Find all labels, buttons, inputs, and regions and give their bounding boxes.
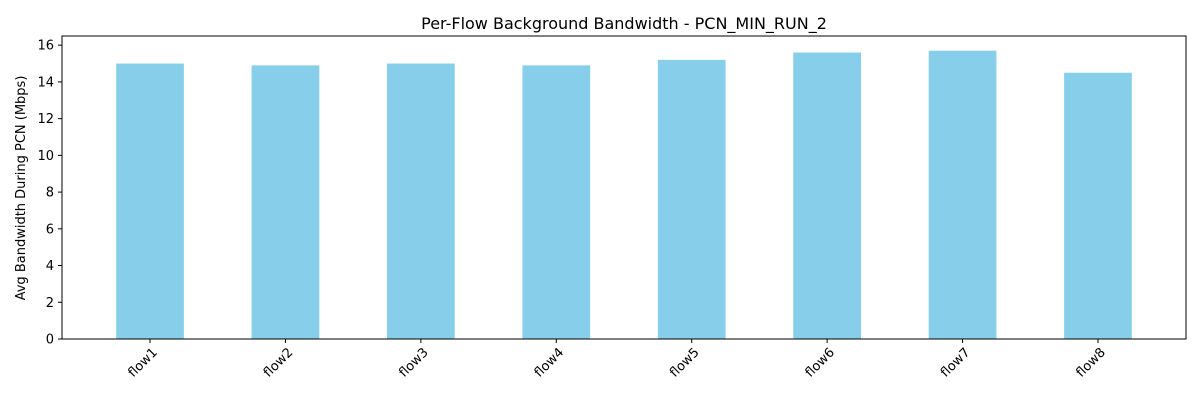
- x-tick-label: flow7: [938, 345, 973, 380]
- x-tick-label: flow8: [1073, 345, 1108, 380]
- x-tick-label: flow4: [532, 345, 567, 380]
- y-tick-label: 2: [46, 296, 54, 311]
- bar-flow6: [793, 52, 861, 339]
- x-tick-label: flow5: [667, 345, 702, 380]
- bar-flow2: [251, 65, 320, 339]
- y-axis-label: Avg Bandwidth During PCN (Mbps): [14, 76, 29, 301]
- y-tick-label: 8: [46, 186, 54, 201]
- bar-flow8: [1064, 72, 1132, 339]
- bar-flow5: [657, 59, 726, 340]
- x-tick-label: flow1: [125, 345, 160, 380]
- bar-flow4: [522, 65, 591, 339]
- x-tick-label: flow6: [803, 345, 838, 380]
- y-tick-label: 4: [46, 259, 54, 274]
- y-tick-label: 12: [37, 112, 54, 127]
- x-ticks-group: flow1 flow2 flow3 flow4 flow5 flow6 flow7 flow8: [125, 339, 1109, 381]
- y-tick-label: 16: [37, 39, 54, 54]
- plot-frame: [61, 35, 1187, 340]
- y-tick-label: 10: [37, 149, 54, 164]
- chart-title: Per-Flow Background Bandwidth - PCN_MIN_…: [421, 14, 827, 34]
- y-tick-label: 14: [37, 75, 54, 90]
- x-tick-label: flow3: [396, 345, 431, 380]
- y-tick-label: 0: [46, 333, 54, 348]
- bar-flow1: [116, 63, 184, 340]
- x-tick-label: flow2: [261, 345, 296, 380]
- bars-group: [116, 50, 1132, 340]
- bar-flow7: [928, 50, 997, 339]
- bar-flow3: [387, 63, 455, 340]
- y-ticks-group: 0 2 4 6 8 10 12 14 16: [37, 39, 62, 348]
- y-tick-label: 6: [46, 222, 54, 237]
